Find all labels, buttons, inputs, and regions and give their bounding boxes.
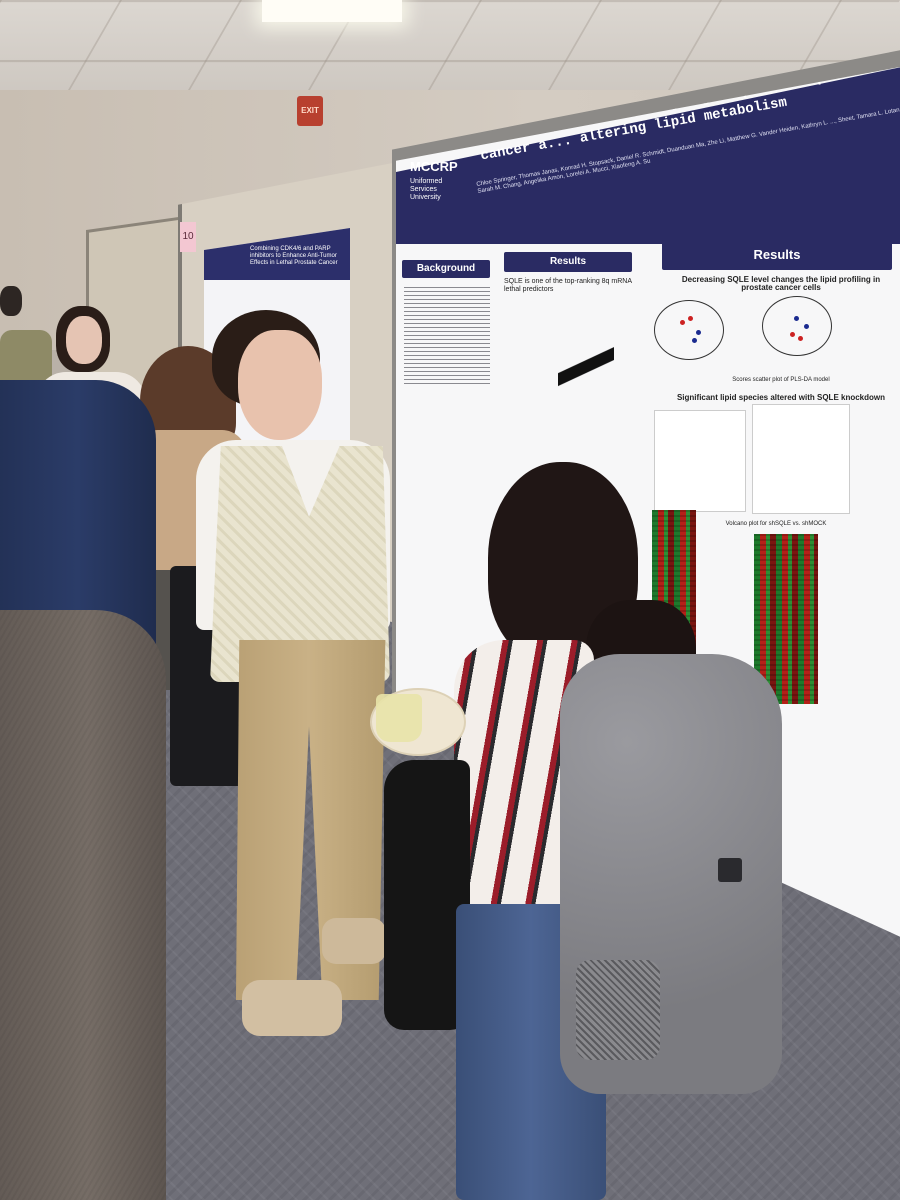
pca-dot [692,338,697,343]
volcano-plot-right [752,404,850,514]
heatmap-right [754,534,818,704]
section-results-left: Results [504,252,632,272]
pca-dot [794,316,799,321]
face [66,316,102,364]
background-body-text [404,284,490,384]
pca-plot-right [762,296,832,356]
pca-dot [680,320,685,325]
pca-dot [688,316,693,321]
volcano-caption: Volcano plot for shSQLE vs. shMOCK [725,521,827,527]
black-jacket-draped [384,760,470,1030]
sqle-rank-chart [558,334,614,394]
usu-logo-text: Uniformed Services University [410,178,443,201]
section-background: Background [402,260,490,278]
pca-caption: Scores scatter plot of PLS-DA model [732,377,830,383]
gray-wool-coat [0,610,166,1200]
poster-middle-title: Combining CDK4/6 and PARP inhibitors to … [250,246,338,266]
ceiling-light [262,0,402,22]
drink-cup [376,694,422,742]
pca-dot [696,330,701,335]
mccrp-logo: MCCRP Uniformed Services University [410,160,466,216]
board-number-tag: 10 [180,222,196,252]
backpack-patch [718,858,742,882]
pca-dot [804,324,809,329]
exit-sign-text: EXIT [301,106,319,115]
pca-dot [790,332,795,337]
right-boot [322,918,386,964]
pca-dot [798,336,803,341]
lipid-profile-caption: Decreasing SQLE level changes the lipid … [681,275,881,292]
pca-plot-left [654,300,724,360]
lipid-species-caption: Significant lipid species altered with S… [676,393,886,402]
backpack-mesh-pocket [576,960,660,1060]
sqle-predictor-text: SQLE is one of the top-ranking 8q mRNA l… [504,278,632,293]
head [0,286,22,316]
volcano-plot-left [654,410,746,512]
presenter-face [238,330,322,440]
left-boot [242,980,342,1036]
mccrp-logo-text: MCCRP [410,159,458,174]
exit-sign: EXIT [297,96,323,126]
section-results-right: Results [662,240,892,270]
